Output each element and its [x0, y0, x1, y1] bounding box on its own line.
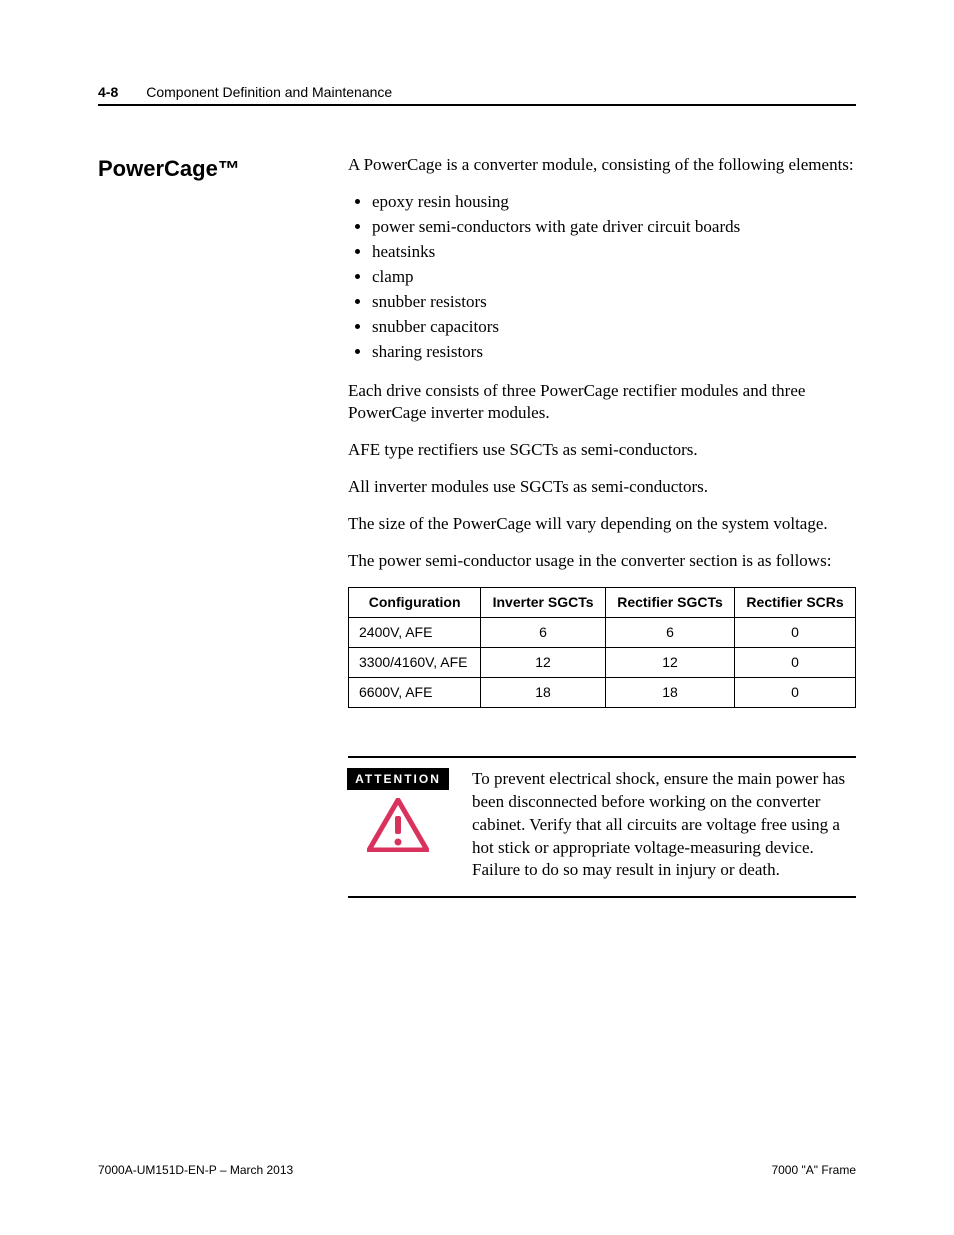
intro-paragraph: A PowerCage is a converter module, consi… [348, 154, 856, 177]
chapter-title: Component Definition and Maintenance [146, 84, 392, 100]
list-item: sharing resistors [372, 341, 856, 364]
section-heading: PowerCage™ [98, 154, 308, 898]
page-header: 4-8 Component Definition and Maintenance [98, 84, 856, 106]
table-row: 3300/4160V, AFE 12 12 0 [349, 647, 856, 677]
list-item: clamp [372, 266, 856, 289]
footer-right: 7000 "A" Frame [771, 1163, 856, 1177]
table-cell: 6 [481, 618, 606, 648]
table-cell: 3300/4160V, AFE [349, 647, 481, 677]
table-cell: 0 [735, 677, 856, 707]
list-item: heatsinks [372, 241, 856, 264]
table-cell: 0 [735, 618, 856, 648]
table-header-cell: Inverter SGCTs [481, 588, 606, 618]
attention-left-column: ATTENTION [348, 768, 448, 883]
list-item: snubber capacitors [372, 316, 856, 339]
attention-label: ATTENTION [347, 768, 449, 790]
table-row: 2400V, AFE 6 6 0 [349, 618, 856, 648]
table-header-cell: Rectifier SGCTs [605, 588, 734, 618]
attention-callout: ATTENTION To prevent electrical shock, e… [348, 756, 856, 899]
table-cell: 2400V, AFE [349, 618, 481, 648]
warning-triangle-icon [367, 798, 429, 852]
body-row: PowerCage™ A PowerCage is a converter mo… [98, 154, 856, 898]
list-item: epoxy resin housing [372, 191, 856, 214]
body-paragraph: AFE type rectifiers use SGCTs as semi-co… [348, 439, 856, 462]
table-cell: 18 [605, 677, 734, 707]
attention-text: To prevent electrical shock, ensure the … [472, 768, 856, 883]
table-cell: 0 [735, 647, 856, 677]
table-header-cell: Configuration [349, 588, 481, 618]
semiconductor-usage-table: Configuration Inverter SGCTs Rectifier S… [348, 587, 856, 708]
table-header-cell: Rectifier SCRs [735, 588, 856, 618]
content-column: A PowerCage is a converter module, consi… [348, 154, 856, 898]
page: 4-8 Component Definition and Maintenance… [0, 0, 954, 1235]
table-cell: 18 [481, 677, 606, 707]
page-footer: 7000A-UM151D-EN-P – March 2013 7000 "A" … [98, 1163, 856, 1177]
body-paragraph: All inverter modules use SGCTs as semi-c… [348, 476, 856, 499]
list-item: snubber resistors [372, 291, 856, 314]
table-cell: 12 [605, 647, 734, 677]
body-paragraph: The power semi-conductor usage in the co… [348, 550, 856, 573]
table-cell: 6 [605, 618, 734, 648]
bullet-list: epoxy resin housing power semi-conductor… [348, 191, 856, 364]
footer-left: 7000A-UM151D-EN-P – March 2013 [98, 1163, 293, 1177]
body-paragraph: Each drive consists of three PowerCage r… [348, 380, 856, 426]
table-cell: 12 [481, 647, 606, 677]
list-item: power semi-conductors with gate driver c… [372, 216, 856, 239]
table-cell: 6600V, AFE [349, 677, 481, 707]
body-paragraph: The size of the PowerCage will vary depe… [348, 513, 856, 536]
table-row: 6600V, AFE 18 18 0 [349, 677, 856, 707]
page-number: 4-8 [98, 84, 118, 100]
table-header-row: Configuration Inverter SGCTs Rectifier S… [349, 588, 856, 618]
